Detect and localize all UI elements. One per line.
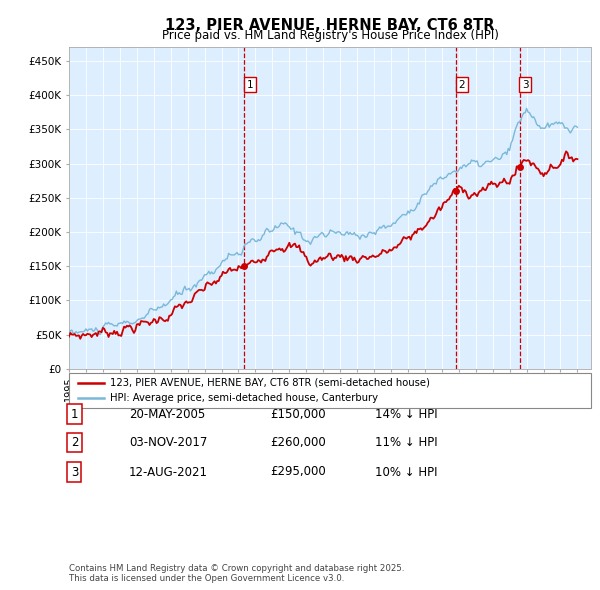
Text: Contains HM Land Registry data © Crown copyright and database right 2025.
This d: Contains HM Land Registry data © Crown c… xyxy=(69,563,404,583)
Text: 1: 1 xyxy=(71,408,78,421)
Text: HPI: Average price, semi-detached house, Canterbury: HPI: Average price, semi-detached house,… xyxy=(110,394,378,404)
Text: 03-NOV-2017: 03-NOV-2017 xyxy=(129,436,208,449)
Text: £295,000: £295,000 xyxy=(270,466,326,478)
Text: 3: 3 xyxy=(71,466,78,478)
Text: 11% ↓ HPI: 11% ↓ HPI xyxy=(375,436,437,449)
Text: 3: 3 xyxy=(522,80,529,90)
Text: 2: 2 xyxy=(458,80,465,90)
Text: 123, PIER AVENUE, HERNE BAY, CT6 8TR: 123, PIER AVENUE, HERNE BAY, CT6 8TR xyxy=(165,18,495,32)
Text: 10% ↓ HPI: 10% ↓ HPI xyxy=(375,466,437,478)
Text: 12-AUG-2021: 12-AUG-2021 xyxy=(129,466,208,478)
Text: Price paid vs. HM Land Registry's House Price Index (HPI): Price paid vs. HM Land Registry's House … xyxy=(161,30,499,42)
Text: 123, PIER AVENUE, HERNE BAY, CT6 8TR (semi-detached house): 123, PIER AVENUE, HERNE BAY, CT6 8TR (se… xyxy=(110,378,430,388)
Text: £150,000: £150,000 xyxy=(270,408,326,421)
Text: 14% ↓ HPI: 14% ↓ HPI xyxy=(375,408,437,421)
Text: 2: 2 xyxy=(71,436,78,449)
Text: 1: 1 xyxy=(247,80,253,90)
Text: £260,000: £260,000 xyxy=(270,436,326,449)
Text: 20-MAY-2005: 20-MAY-2005 xyxy=(129,408,205,421)
